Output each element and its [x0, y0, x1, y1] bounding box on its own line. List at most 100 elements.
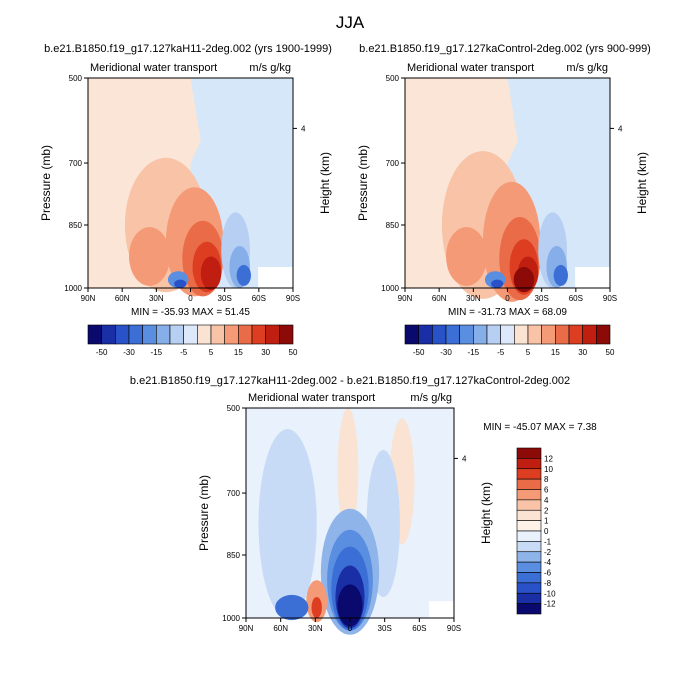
colorbar-swatch — [516, 551, 542, 563]
x-tick-label: 60S — [412, 624, 426, 633]
y2-tick-label: 4 — [618, 124, 623, 133]
colorbar-swatch — [516, 489, 542, 501]
colorbar-swatch — [115, 324, 130, 345]
colorbar-label: -5 — [497, 348, 505, 357]
colorbar-label: -1 — [544, 537, 552, 546]
panel-title: b.e21.B1850.f19_g17.127kaControl-2deg.00… — [359, 43, 651, 55]
colorbar-swatch — [516, 572, 542, 584]
y-tick-label: 700 — [69, 159, 83, 168]
colorbar-swatch — [87, 324, 102, 345]
colorbar-label: 0 — [544, 527, 549, 536]
x-tick-label: 90S — [603, 294, 617, 303]
y-tick-label: 700 — [227, 489, 241, 498]
colorbar-label: -2 — [544, 548, 552, 557]
colorbar-swatch — [445, 324, 460, 345]
field-shade-pos — [513, 267, 535, 293]
colorbar-swatch — [500, 324, 515, 345]
colorbar-swatch — [418, 324, 433, 345]
x-tick-label: 90N — [81, 294, 96, 303]
colorbar-swatch — [516, 530, 542, 542]
y2-tick-label: 4 — [462, 454, 467, 463]
panel-title: b.e21.B1850.f19_g17.127kaH11-2deg.002 (y… — [44, 43, 332, 55]
colorbar-swatch — [514, 324, 529, 345]
x-tick-label: 90N — [398, 294, 413, 303]
colorbar-swatch — [169, 324, 184, 345]
colorbar-label: 5 — [526, 348, 531, 357]
y-axis-label: Pressure (mb) — [356, 145, 370, 221]
field-shade-pos — [337, 408, 359, 534]
field-shade-neg — [275, 594, 309, 621]
colorbar-swatch — [224, 324, 239, 345]
y-tick-label: 850 — [386, 221, 400, 230]
colorbar-swatch — [142, 324, 157, 345]
colorbar-swatch — [516, 509, 542, 521]
field-shade-pos — [200, 256, 222, 291]
plots-group: b.e21.B1850.f19_g17.127kaH11-2deg.002 (y… — [39, 43, 651, 635]
colorbar-swatch — [516, 541, 542, 553]
colorbar-swatch — [596, 324, 611, 345]
figure-title: JJA — [336, 13, 365, 32]
x-tick-label: 30N — [149, 294, 164, 303]
colorbar-swatch — [516, 447, 542, 459]
colorbar-swatch — [516, 458, 542, 470]
y-tick-label: 500 — [227, 404, 241, 413]
y-tick-label: 1000 — [381, 284, 399, 293]
y2-tick-label: 4 — [301, 124, 306, 133]
colorbar-swatch — [486, 324, 501, 345]
colorbar-swatch — [210, 324, 225, 345]
x-tick-label: 60N — [432, 294, 447, 303]
colorbar-swatch — [516, 582, 542, 594]
panel-units: m/s g/kg — [410, 392, 452, 404]
colorbar-swatch — [473, 324, 488, 345]
colorbar-swatch — [541, 324, 556, 345]
colorbar-label: 30 — [261, 348, 270, 357]
x-tick-label: 0 — [505, 294, 510, 303]
field-shade-pos — [311, 597, 322, 618]
colorbar-label: -30 — [123, 348, 135, 357]
colorbar-swatch — [251, 324, 266, 345]
field-mask — [575, 267, 610, 288]
colorbar-label: 5 — [209, 348, 214, 357]
colorbar-swatch — [555, 324, 570, 345]
colorbar-label: -6 — [544, 569, 552, 578]
y-tick-label: 850 — [69, 221, 83, 230]
y2-axis-label: Height (km) — [479, 482, 493, 544]
colorbar-swatch — [527, 324, 542, 345]
field-shade-pos — [446, 227, 487, 286]
colorbar-swatch — [516, 603, 542, 615]
colorbar-swatch — [568, 324, 583, 345]
colorbar-label: -15 — [468, 348, 480, 357]
x-tick-label: 30N — [308, 624, 323, 633]
field-mask — [429, 601, 454, 618]
field-shade-neg — [236, 264, 251, 286]
y-tick-label: 1000 — [222, 614, 240, 623]
y2-axis-label: Height (km) — [318, 152, 332, 214]
x-tick-label: 60N — [273, 624, 288, 633]
colorbar-swatch — [265, 324, 280, 345]
x-tick-label: 90S — [447, 624, 461, 633]
colorbar-label: -30 — [440, 348, 452, 357]
colorbar-label: -10 — [544, 589, 556, 598]
colorbar-label: 4 — [544, 496, 549, 505]
colorbar-label: 12 — [544, 454, 553, 463]
y-axis-label: Pressure (mb) — [39, 145, 53, 221]
y2-axis-label: Height (km) — [635, 152, 649, 214]
field-shade-neg — [553, 264, 568, 286]
panel-units: m/s g/kg — [249, 62, 291, 74]
field-mask — [258, 267, 293, 288]
min-max-label: MIN = -45.07 MAX = 7.38 — [483, 422, 597, 433]
min-max-label: MIN = -35.93 MAX = 51.45 — [131, 307, 250, 318]
x-tick-label: 90S — [286, 294, 300, 303]
colorbar-label: -12 — [544, 600, 556, 609]
colorbar-swatch — [516, 561, 542, 573]
colorbar-label: 10 — [544, 465, 553, 474]
colorbar-swatch — [238, 324, 253, 345]
panel-left-string: Meridional water transport — [248, 392, 375, 404]
panel-left-string: Meridional water transport — [407, 62, 534, 74]
x-tick-label: 60S — [252, 294, 266, 303]
x-tick-label: 30S — [218, 294, 232, 303]
x-tick-label: 30S — [378, 624, 392, 633]
panel-title: b.e21.B1850.f19_g17.127kaH11-2deg.002 - … — [130, 375, 570, 387]
colorbar-label: 15 — [234, 348, 243, 357]
panel-2: b.e21.B1850.f19_g17.127kaControl-2deg.00… — [356, 43, 651, 357]
